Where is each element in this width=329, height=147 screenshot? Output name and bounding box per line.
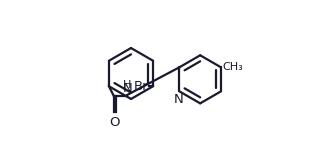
- Text: O: O: [109, 116, 119, 129]
- Text: H: H: [123, 80, 131, 90]
- Text: N: N: [174, 93, 184, 106]
- Text: CH₃: CH₃: [223, 62, 243, 72]
- Text: Br: Br: [134, 80, 149, 93]
- Text: N: N: [122, 82, 132, 95]
